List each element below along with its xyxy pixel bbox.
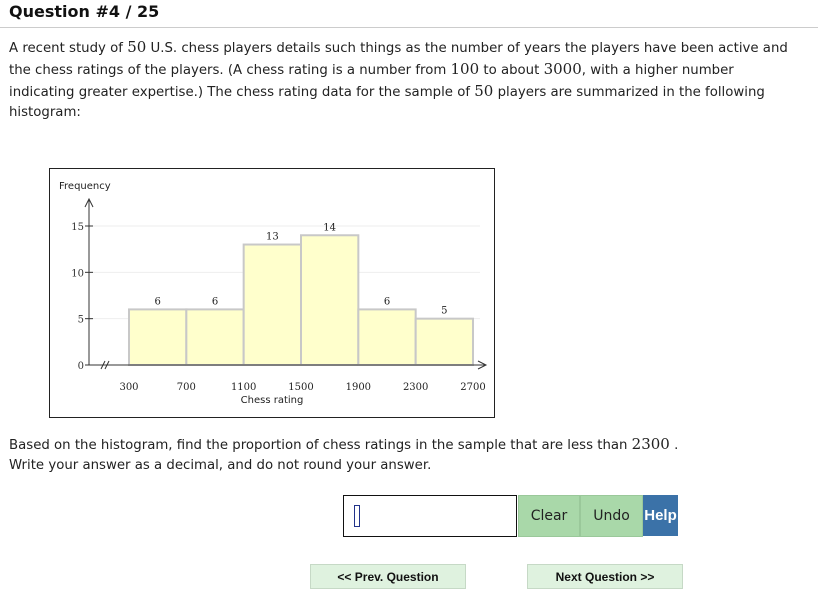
text: A recent study of	[9, 41, 128, 56]
answer-input[interactable]	[343, 495, 517, 537]
question-intro: A recent study of 50 U.S. chess players …	[9, 37, 789, 123]
x-tick-label: 1900	[346, 382, 371, 393]
x-tick-label: 700	[177, 382, 196, 393]
next-question-button[interactable]: Next Question >>	[527, 564, 683, 589]
text: , with a higher number indicating greate…	[9, 63, 734, 100]
y-tick-label: 15	[71, 222, 84, 233]
text: to about	[479, 63, 544, 78]
number: 50	[474, 82, 494, 100]
x-axis-arrow-icon	[477, 360, 488, 370]
divider	[0, 27, 818, 28]
histogram-bar	[128, 308, 188, 366]
y-tick-label: 0	[78, 361, 84, 372]
histogram-bar	[414, 317, 474, 367]
question-prompt: Based on the histogram, find the proport…	[9, 434, 789, 476]
text: Write your answer as a decimal, and do n…	[9, 458, 432, 473]
histogram-svg: 0 5 10 15 6 6 13 14 6 5 300 700 1100 1500 1900 2300 2700…	[59, 181, 488, 406]
x-tick-label: 1100	[231, 382, 256, 393]
text: U.S. chess players details such things a…	[9, 41, 788, 78]
bar-data-label: 14	[323, 222, 336, 233]
number: 2300	[631, 435, 670, 453]
number: 100	[450, 60, 480, 78]
text-cursor-icon	[354, 505, 360, 527]
y-axis-label: Frequency	[59, 181, 111, 192]
question-title: Question #4 / 25	[9, 2, 160, 21]
y-tick-label: 5	[78, 315, 84, 326]
number: 3000	[543, 60, 582, 78]
histogram-bar	[357, 308, 417, 366]
text: .	[669, 438, 679, 453]
x-tick-label: 2300	[403, 382, 428, 393]
clear-button[interactable]: Clear	[518, 495, 580, 537]
help-button[interactable]: Help	[643, 495, 678, 536]
x-tick-label: 300	[119, 382, 138, 393]
number: 50	[127, 38, 147, 56]
x-axis-label: Chess rating	[241, 395, 304, 406]
x-tick-label: 1500	[288, 382, 313, 393]
bar-data-label: 6	[384, 296, 390, 307]
x-tick-label: 2700	[460, 382, 485, 393]
text: Based on the histogram, find the proport…	[9, 438, 632, 453]
axis-break-icon	[100, 360, 110, 370]
y-axis-arrow-icon	[84, 197, 94, 208]
text: players are summarized in the following …	[9, 85, 765, 120]
bar-data-label: 13	[266, 232, 279, 243]
bar-data-label: 6	[154, 296, 160, 307]
histogram-bar	[300, 234, 360, 367]
bar-data-label: 6	[212, 296, 218, 307]
undo-button[interactable]: Undo	[580, 495, 643, 537]
histogram-bar	[242, 243, 303, 366]
histogram-bar	[185, 308, 245, 366]
histogram: 0 5 10 15 6 6 13 14 6 5 300 700 1100 1500 1900 2300 2700…	[49, 168, 495, 418]
prev-question-button[interactable]: << Prev. Question	[310, 564, 466, 589]
bar-data-label: 5	[441, 306, 447, 317]
y-tick-label: 10	[71, 268, 84, 279]
